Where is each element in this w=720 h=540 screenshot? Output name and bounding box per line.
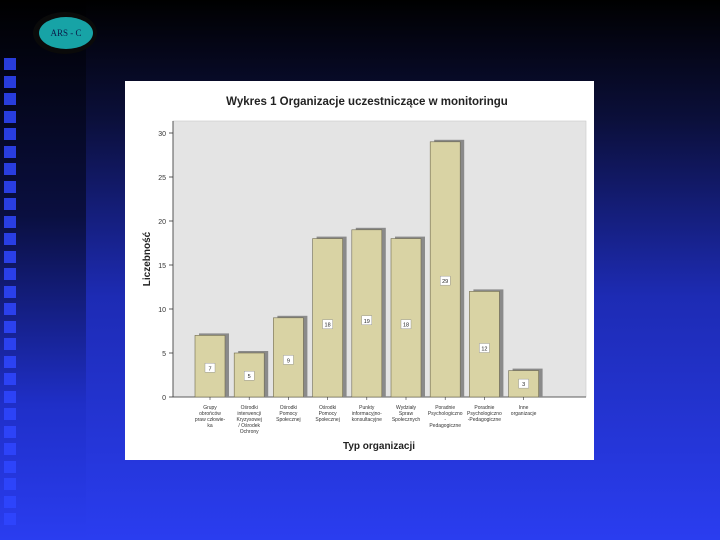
y-ticks: 0 5 10 15 20 25 30 bbox=[158, 131, 173, 402]
data-label-box bbox=[479, 343, 490, 353]
decor-square bbox=[4, 250, 16, 263]
data-label: 12 bbox=[481, 346, 487, 352]
y-tick-label: 0 bbox=[162, 395, 166, 402]
data-label: 18 bbox=[403, 323, 409, 329]
logo-badge: ARS - C bbox=[39, 17, 93, 49]
data-label: 19 bbox=[364, 319, 370, 325]
decor-square bbox=[4, 303, 16, 315]
data-label-box bbox=[400, 319, 412, 329]
logo-text: ARS - C bbox=[50, 28, 82, 38]
bar-chart: Wykres 1 Organizacje uczestniczące w mon… bbox=[142, 96, 587, 452]
bar bbox=[390, 238, 422, 398]
y-tick-label: 15 bbox=[158, 263, 166, 270]
decor-square bbox=[4, 75, 16, 88]
x-tick-labels: Grupy obrońców praw człowie-ka Ośrodki inter… bbox=[195, 397, 537, 435]
decor-square bbox=[4, 478, 16, 490]
decor-square bbox=[4, 443, 16, 455]
data-label: 5 bbox=[248, 374, 251, 380]
decor-square bbox=[4, 355, 16, 368]
decor-square bbox=[4, 390, 16, 403]
bar bbox=[312, 238, 343, 398]
data-label-box bbox=[204, 363, 216, 373]
data-label: 29 bbox=[442, 279, 448, 285]
x-tick-label: Punkty informacyjno-konsultacyjne bbox=[352, 405, 383, 423]
data-label: 18 bbox=[325, 323, 331, 329]
decor-square bbox=[4, 215, 16, 228]
data-label-box bbox=[322, 319, 333, 329]
logo: ARS - C bbox=[33, 12, 97, 54]
chart-panel: Wykres 1 Organizacje uczestniczące w mon… bbox=[125, 81, 594, 460]
decor-square bbox=[4, 513, 16, 525]
decor-square bbox=[4, 58, 16, 70]
y-tick-label: 30 bbox=[158, 131, 166, 138]
x-tick-label: Ośrodki Pomocy Społecznej bbox=[315, 405, 339, 423]
decor-square bbox=[4, 233, 16, 245]
data-label-box bbox=[283, 355, 294, 365]
decor-square bbox=[4, 128, 16, 140]
data-label: 9 bbox=[287, 358, 290, 364]
decor-square bbox=[4, 180, 16, 193]
data-label-box bbox=[243, 371, 255, 381]
decor-square bbox=[4, 268, 16, 280]
y-tick-label: 20 bbox=[158, 219, 166, 226]
data-label: 3 bbox=[522, 382, 525, 388]
x-tick-label: Poradnie Psychologiczno -Pedagogiczne bbox=[428, 405, 463, 429]
decor-square bbox=[4, 460, 16, 473]
bar bbox=[351, 229, 383, 398]
chart-title: Wykres 1 Organizacje uczestniczące w mon… bbox=[226, 96, 508, 108]
x-tick-label: Inne organizacje bbox=[511, 405, 537, 417]
decor-square bbox=[4, 408, 16, 420]
decor-squares bbox=[4, 58, 20, 540]
y-axis-label: Liczebność bbox=[142, 231, 153, 286]
decor-square bbox=[4, 338, 16, 350]
y-tick-label: 25 bbox=[158, 175, 166, 182]
data-label-box bbox=[361, 315, 373, 325]
decor-square bbox=[4, 198, 16, 210]
decor-square bbox=[4, 373, 16, 385]
decor-square bbox=[4, 145, 16, 158]
decor-square bbox=[4, 320, 16, 333]
decor-square bbox=[4, 163, 16, 175]
data-label: 7 bbox=[208, 366, 211, 372]
x-axis-label: Typ organizacji bbox=[343, 441, 415, 452]
bars: 7 5 9 18 19 18 29 12 3 bbox=[194, 139, 543, 398]
x-tick-label: Grupy obrońców praw człowie-ka bbox=[195, 405, 226, 429]
decor-square bbox=[4, 495, 16, 508]
y-tick-label: 10 bbox=[158, 307, 166, 314]
bar bbox=[429, 141, 461, 398]
y-tick-label: 5 bbox=[162, 351, 166, 358]
x-tick-label: Ośrodki Pomocy Społecznej bbox=[276, 405, 300, 423]
x-tick-label: Ośrodki interwencji Kryzysowej / Ośrodek Och… bbox=[237, 405, 262, 435]
x-tick-label: Wydziały Spraw Społecznych bbox=[392, 405, 421, 423]
decor-square bbox=[4, 285, 16, 298]
decor-square bbox=[4, 93, 16, 105]
data-label-box bbox=[440, 275, 451, 286]
data-label-box bbox=[518, 378, 529, 389]
x-tick-label: Poradnie Psychologiczno -Pedagogiczne bbox=[467, 405, 502, 423]
decor-square bbox=[4, 425, 16, 438]
decor-square bbox=[4, 110, 16, 123]
